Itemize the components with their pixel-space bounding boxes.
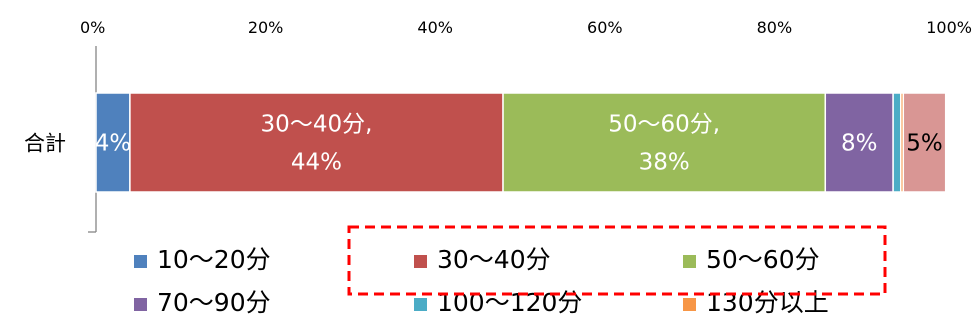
data-label: 50～60分,: [608, 112, 720, 138]
x-tick-label: 60%: [587, 18, 623, 37]
data-label: 5%: [906, 131, 943, 157]
legend-swatch: [134, 298, 147, 311]
data-label: 8%: [841, 131, 878, 157]
data-label: 4%: [95, 131, 132, 157]
legend-label: 10～20分: [157, 245, 271, 274]
legend-swatch: [414, 255, 427, 268]
category-label: 合計: [24, 132, 66, 156]
bars: [95, 92, 947, 193]
legend-label: 30～40分: [437, 245, 551, 274]
legend: 10～20分 30～40分 50～60分 70～90分 100～120分 130分以上: [134, 245, 829, 317]
axes: 0% 20% 40% 60% 80% 100% 合計: [24, 18, 972, 233]
x-tick-label: 100%: [926, 18, 972, 37]
legend-label: 50～60分: [706, 245, 820, 274]
x-tick-label: 0%: [80, 18, 105, 37]
data-label: 38%: [639, 150, 690, 176]
x-tick-label: 80%: [757, 18, 793, 37]
bar-segment: [892, 92, 902, 193]
bar-segment: [502, 92, 827, 193]
legend-swatch: [414, 298, 427, 311]
legend-swatch: [134, 255, 147, 268]
legend-label: 130分以上: [706, 288, 829, 317]
bar-segment: [902, 92, 947, 193]
legend-label: 100～120分: [437, 288, 582, 317]
highlight-rect: [347, 225, 887, 296]
bar-segment: [95, 92, 131, 193]
legend-label: 70～90分: [157, 288, 271, 317]
data-label: 44%: [291, 150, 342, 176]
x-tick-label: 40%: [417, 18, 453, 37]
legend-swatch: [683, 255, 696, 268]
legend-swatch: [683, 298, 696, 311]
data-labels: 4% 30～40分, 44% 50～60分, 38% 8% 5%: [95, 112, 943, 176]
x-tick-label: 20%: [248, 18, 284, 37]
bar-segment: [129, 92, 504, 193]
highlight-box: [347, 225, 887, 296]
data-label: 30～40分,: [261, 112, 373, 138]
